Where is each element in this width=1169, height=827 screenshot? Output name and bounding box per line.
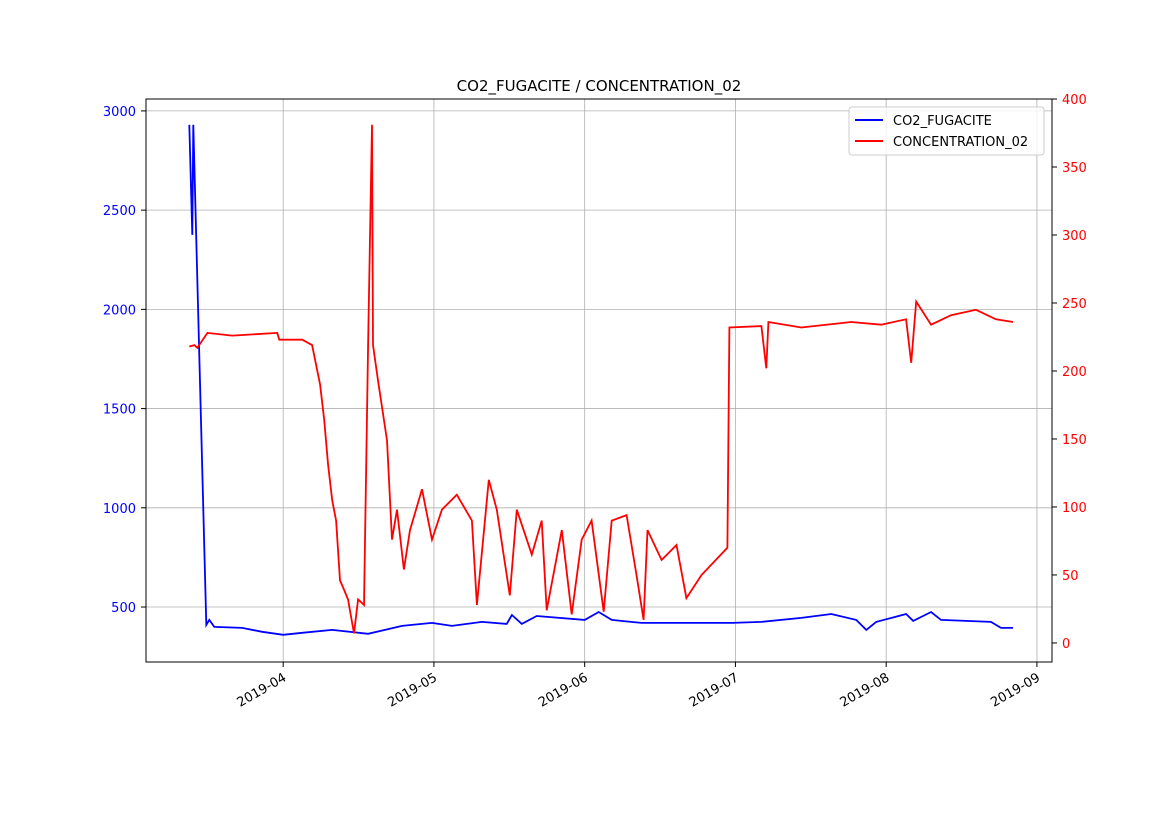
- y2-tick-label: 150: [1062, 433, 1087, 448]
- x-tick-label: 2019-09: [988, 670, 1043, 710]
- y-tick-label: 1500: [103, 403, 136, 418]
- chart-title: CO2_FUGACITE / CONCENTRATION_02: [457, 77, 742, 96]
- y-tick-label: 2000: [103, 303, 136, 318]
- y2-tick-label: 400: [1062, 93, 1087, 108]
- y-tick-label: 1000: [103, 502, 136, 517]
- y2-tick-label: 50: [1062, 569, 1079, 584]
- y2-tick-label: 200: [1062, 365, 1087, 380]
- y-tick-label: 500: [111, 601, 136, 616]
- series-line: [188, 124, 1013, 636]
- x-tick-label: 2019-04: [235, 670, 290, 710]
- y2-tick-label: 250: [1062, 297, 1087, 312]
- y2-tick-label: 0: [1062, 637, 1070, 652]
- y2-tick-label: 300: [1062, 229, 1087, 244]
- y2-tick-label: 100: [1062, 501, 1087, 516]
- y2-tick-label: 350: [1062, 161, 1087, 176]
- y-tick-label: 2500: [103, 204, 136, 219]
- legend: CO2_FUGACITE CONCENTRATION_02: [848, 106, 1045, 156]
- legend-box: [848, 106, 1045, 156]
- plot-frame: [145, 98, 1053, 663]
- x-tick-label: 2019-06: [536, 670, 591, 710]
- y-tick-label: 3000: [103, 105, 136, 120]
- x-tick-label: 2019-05: [385, 670, 440, 710]
- legend-label: CO2_FUGACITE: [893, 114, 992, 129]
- x-tick-label: 2019-07: [687, 670, 742, 710]
- series-line: [189, 124, 1014, 634]
- legend-label: CONCENTRATION_02: [893, 135, 1028, 150]
- x-tick-label: 2019-08: [838, 670, 893, 710]
